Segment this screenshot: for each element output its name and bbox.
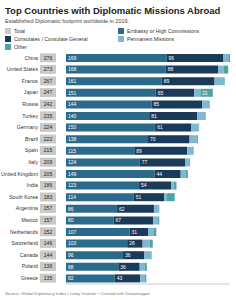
svg-text:96: 96 bbox=[68, 252, 74, 258]
html-text:Established Diplomatic footpri: Established Diplomatic footprint worldwi… bbox=[5, 18, 130, 24]
svg-text:136: 136 bbox=[44, 263, 53, 269]
svg-text:36: 36 bbox=[120, 264, 126, 270]
html-text:Source: Global Diplomacy Index: Source: Global Diplomacy Index / Lowy In… bbox=[5, 291, 150, 296]
svg-text:26: 26 bbox=[129, 240, 135, 246]
svg-text:43: 43 bbox=[117, 275, 123, 281]
svg-text:Russia: Russia bbox=[22, 101, 38, 107]
svg-text:85: 85 bbox=[154, 101, 160, 107]
svg-text:80: 80 bbox=[68, 217, 74, 223]
svg-text:205: 205 bbox=[44, 171, 53, 177]
svg-text:151: 151 bbox=[68, 90, 77, 96]
svg-text:Germany: Germany bbox=[17, 124, 39, 130]
svg-text:135: 135 bbox=[44, 275, 53, 281]
svg-text:224: 224 bbox=[44, 124, 53, 130]
svg-text:62: 62 bbox=[119, 206, 125, 212]
svg-text:61: 61 bbox=[157, 124, 163, 130]
svg-text:Switzerland: Switzerland bbox=[11, 240, 38, 246]
svg-text:Argentina: Argentina bbox=[16, 205, 38, 211]
svg-text:161: 161 bbox=[68, 78, 77, 84]
svg-text:Mexico: Mexico bbox=[22, 217, 39, 223]
svg-text:267: 267 bbox=[44, 78, 53, 84]
html-text:Top Countries with Diplomatic: Top Countries with Diplomatic Missions A… bbox=[5, 5, 221, 16]
svg-text:Brazil: Brazil bbox=[25, 136, 38, 142]
svg-text:89: 89 bbox=[164, 78, 170, 84]
svg-text:Italy: Italy bbox=[28, 159, 38, 165]
svg-text:96: 96 bbox=[168, 55, 174, 61]
svg-text:152: 152 bbox=[44, 229, 53, 235]
svg-text:70: 70 bbox=[150, 136, 156, 142]
svg-text:86: 86 bbox=[68, 206, 74, 212]
svg-text:140: 140 bbox=[68, 113, 77, 119]
svg-text:South Korea: South Korea bbox=[9, 194, 38, 200]
svg-text:China: China bbox=[24, 55, 38, 61]
svg-text:115: 115 bbox=[68, 148, 76, 154]
svg-text:235: 235 bbox=[44, 113, 53, 119]
svg-text:89: 89 bbox=[136, 148, 142, 154]
svg-text:276: 276 bbox=[44, 55, 53, 61]
svg-text:183: 183 bbox=[44, 194, 53, 200]
svg-text:United States: United States bbox=[8, 66, 38, 72]
svg-text:157: 157 bbox=[44, 205, 53, 211]
svg-text:Canada: Canada bbox=[20, 252, 38, 258]
svg-text:150: 150 bbox=[68, 124, 77, 130]
svg-text:44: 44 bbox=[157, 171, 163, 177]
svg-text:81: 81 bbox=[151, 113, 157, 119]
svg-text:Japan: Japan bbox=[24, 89, 38, 95]
svg-text:144: 144 bbox=[68, 101, 77, 107]
svg-text:149: 149 bbox=[68, 171, 77, 177]
svg-text:146: 146 bbox=[44, 240, 53, 246]
svg-text:88: 88 bbox=[68, 264, 74, 270]
svg-text:88: 88 bbox=[168, 66, 174, 72]
svg-text:273: 273 bbox=[44, 66, 53, 72]
svg-text:103: 103 bbox=[68, 240, 77, 246]
svg-text:124: 124 bbox=[68, 159, 77, 165]
html-text:Other: Other bbox=[14, 44, 27, 50]
svg-text:215: 215 bbox=[44, 147, 53, 153]
svg-text:31: 31 bbox=[132, 229, 138, 235]
svg-text:144: 144 bbox=[44, 252, 53, 258]
svg-text:Turkey: Turkey bbox=[22, 113, 38, 119]
svg-text:169: 169 bbox=[68, 55, 77, 61]
svg-text:France: France bbox=[22, 78, 38, 84]
html-text:Embassy or High Commissions: Embassy or High Commissions bbox=[127, 28, 200, 34]
svg-text:United Kingdom: United Kingdom bbox=[8, 171, 38, 177]
svg-text:77: 77 bbox=[142, 159, 148, 165]
svg-text:51: 51 bbox=[136, 194, 142, 200]
svg-text:209: 209 bbox=[44, 159, 53, 165]
svg-text:242: 242 bbox=[44, 101, 53, 107]
svg-text:36: 36 bbox=[125, 252, 131, 258]
svg-text:247: 247 bbox=[44, 89, 53, 95]
svg-text:Netherlands: Netherlands bbox=[10, 229, 38, 235]
svg-text:Spain: Spain bbox=[25, 147, 38, 153]
svg-text:168: 168 bbox=[68, 66, 77, 72]
svg-text:67: 67 bbox=[116, 217, 122, 223]
svg-text:21: 21 bbox=[202, 90, 208, 96]
svg-text:123: 123 bbox=[68, 182, 77, 188]
svg-text:Greece: Greece bbox=[21, 275, 38, 281]
svg-text:114: 114 bbox=[68, 194, 76, 200]
html-text:Consulates / Consulate General: Consulates / Consulate General bbox=[14, 36, 88, 42]
svg-text:Poland: Poland bbox=[22, 263, 38, 269]
html-text:Permanent Missions: Permanent Missions bbox=[127, 36, 174, 42]
svg-text:157: 157 bbox=[44, 217, 53, 223]
html-text:Total: Total bbox=[14, 28, 25, 34]
svg-text:138: 138 bbox=[68, 136, 77, 142]
svg-text:222: 222 bbox=[44, 136, 53, 142]
svg-text:107: 107 bbox=[68, 229, 77, 235]
svg-text:India: India bbox=[27, 182, 38, 188]
svg-text:54: 54 bbox=[141, 182, 147, 188]
svg-text:186: 186 bbox=[44, 182, 53, 188]
svg-text:82: 82 bbox=[68, 275, 74, 281]
svg-text:65: 65 bbox=[158, 90, 164, 96]
